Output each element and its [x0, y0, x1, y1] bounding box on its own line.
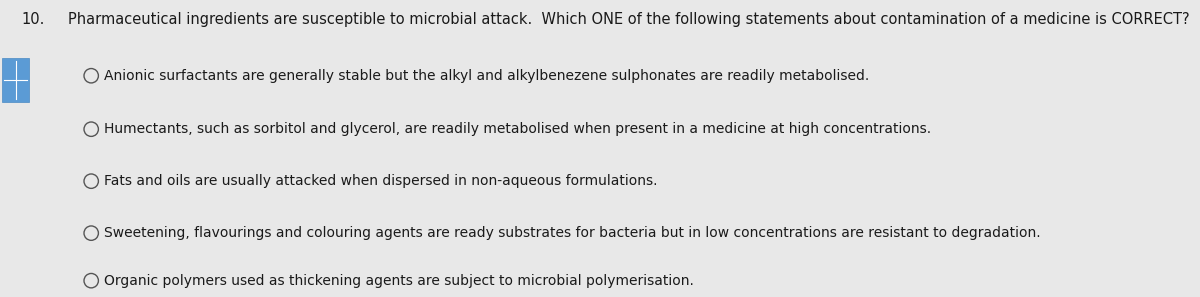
Text: Pharmaceutical ingredients are susceptible to microbial attack.  Which ONE of th: Pharmaceutical ingredients are susceptib… — [68, 12, 1190, 27]
FancyBboxPatch shape — [1, 58, 30, 102]
Text: Organic polymers used as thickening agents are subject to microbial polymerisati: Organic polymers used as thickening agen… — [104, 274, 695, 288]
Text: Fats and oils are usually attacked when dispersed in non-aqueous formulations.: Fats and oils are usually attacked when … — [104, 174, 658, 188]
Text: 10.: 10. — [22, 12, 44, 27]
Text: Sweetening, flavourings and colouring agents are ready substrates for bacteria b: Sweetening, flavourings and colouring ag… — [104, 226, 1042, 240]
Text: Humectants, such as sorbitol and glycerol, are readily metabolised when present : Humectants, such as sorbitol and glycero… — [104, 122, 931, 136]
Text: Anionic surfactants are generally stable but the alkyl and alkylbenezene sulphon: Anionic surfactants are generally stable… — [104, 69, 870, 83]
